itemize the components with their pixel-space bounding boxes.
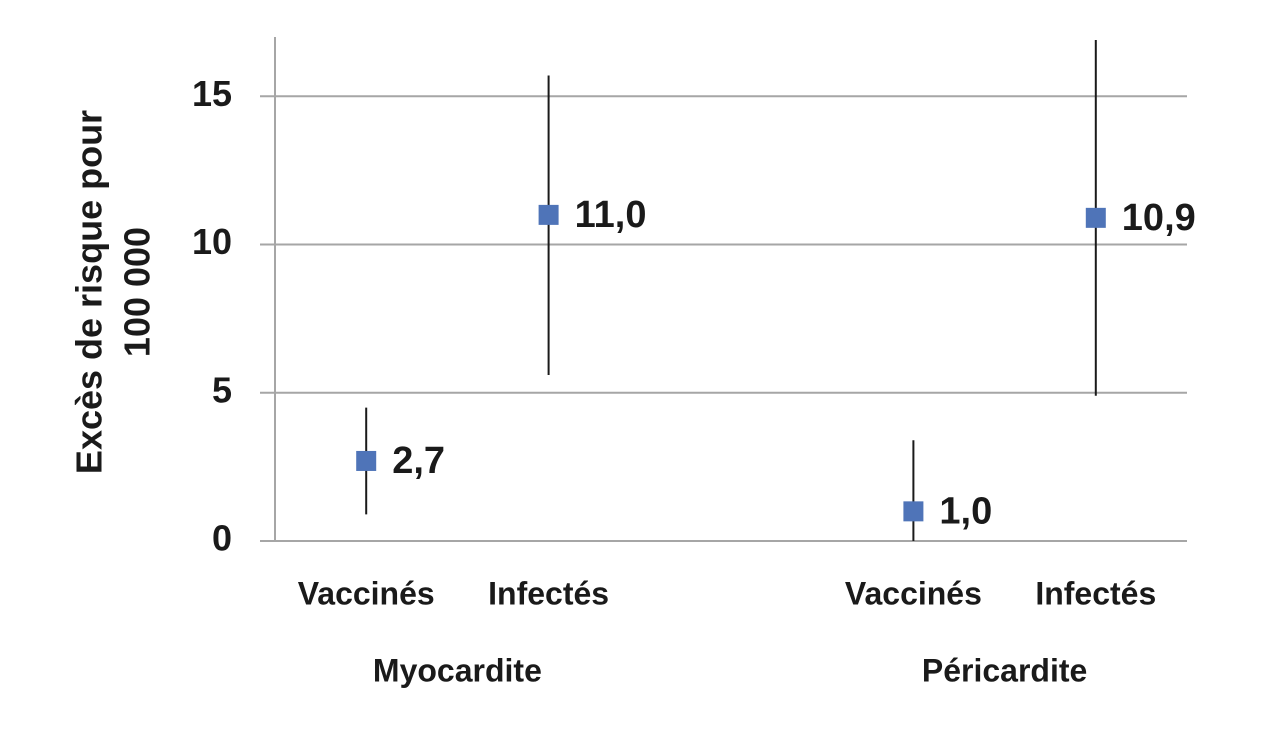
y-tick-label: 0 xyxy=(212,518,232,559)
point-marker xyxy=(903,501,924,522)
y-axis-label: 100 000 xyxy=(117,227,158,357)
data-label: 2,7 xyxy=(392,440,445,482)
point-marker xyxy=(356,450,377,471)
y-axis-label: Excès de risque pour xyxy=(69,110,110,474)
x-tick-label: Vaccinés xyxy=(298,575,435,611)
group-label: Péricardite xyxy=(922,652,1087,688)
point-marker xyxy=(1085,207,1106,228)
x-tick-label: Infectés xyxy=(1035,575,1156,611)
y-tick-label: 10 xyxy=(192,221,232,262)
x-tick-label: Infectés xyxy=(488,575,609,611)
data-label: 10,9 xyxy=(1122,197,1196,239)
group-label: Myocardite xyxy=(373,652,542,688)
data-label: 1,0 xyxy=(939,490,992,532)
x-tick-label: Vaccinés xyxy=(845,575,982,611)
y-tick-label: 15 xyxy=(192,73,232,114)
data-label: 11,0 xyxy=(575,194,647,236)
point-marker xyxy=(538,204,559,225)
y-tick-label: 5 xyxy=(212,369,232,410)
